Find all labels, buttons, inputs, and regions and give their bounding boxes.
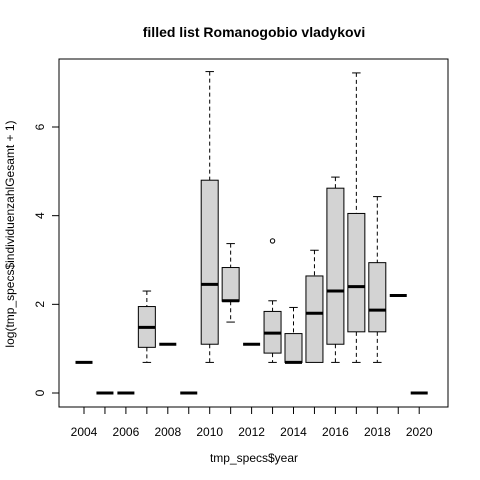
x-tick-label: 2006: [113, 425, 140, 439]
x-tick-label: 2016: [322, 425, 349, 439]
box-2014: [284, 306, 303, 364]
x-tick-label: 2018: [364, 425, 391, 439]
box-iqr: [368, 262, 387, 333]
box-iqr: [347, 212, 366, 333]
y-tick-label: 4: [33, 212, 47, 219]
x-axis-label: tmp_specs$year: [210, 451, 298, 465]
x-tick-label: 2014: [280, 425, 307, 439]
y-tick-label: 2: [33, 301, 47, 308]
x-axis: 2004 2006 2008 2010 2012 2014 2016 2018 2020: [71, 406, 433, 439]
y-axis-label: log(tmp_specs$individuenzahlGesamt + 1): [3, 120, 17, 347]
x-tick-label: 2010: [196, 425, 223, 439]
y-axis: 0 2 4 6: [33, 123, 60, 396]
box-2013: [263, 238, 282, 363]
box-iqr: [305, 275, 324, 363]
box-2010: [200, 71, 219, 363]
box-2015: [305, 249, 324, 363]
x-tick-label: 2008: [154, 425, 181, 439]
x-tick-label: 2020: [406, 425, 433, 439]
box-series: [75, 71, 428, 395]
x-tick-label: 2012: [238, 425, 265, 439]
box-2016: [326, 176, 345, 363]
box-iqr: [221, 267, 240, 302]
box-2011: [221, 243, 240, 323]
box-iqr: [200, 179, 219, 345]
box-iqr: [326, 187, 345, 345]
outlier-point: [269, 238, 276, 244]
box-iqr: [284, 333, 303, 363]
chart-title: filled list Romanogobio vladykovi: [143, 24, 365, 40]
plot-frame: [58, 58, 449, 408]
box-2017: [347, 72, 366, 363]
box-2018: [368, 196, 387, 363]
y-tick-label: 0: [33, 389, 47, 396]
box-2007: [137, 290, 156, 363]
x-tick-label: 2004: [71, 425, 98, 439]
y-tick-label: 6: [33, 123, 47, 130]
